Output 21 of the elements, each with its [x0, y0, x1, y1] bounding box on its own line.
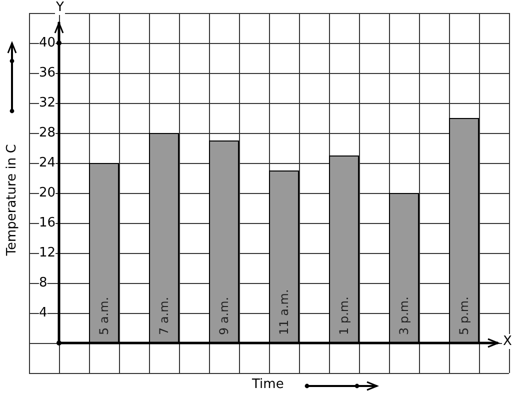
x-axis-title: Time — [252, 377, 284, 392]
x-tick-label: 7 a.m. — [157, 296, 171, 335]
y-tick-label: 4 — [39, 306, 48, 320]
y-tick-label: 16 — [39, 216, 56, 230]
y-tick-label: 36 — [39, 66, 56, 80]
x-tick-label: 9 a.m. — [217, 296, 231, 335]
x-tick-label: 5 a.m. — [97, 296, 111, 335]
annotation: X — [502, 334, 513, 349]
y-tick-label: 24 — [39, 156, 56, 170]
y-axis-title: Temperature in C — [4, 144, 20, 256]
y-tick-label: 12 — [39, 246, 56, 260]
x-tick-label: 5 p.m. — [457, 296, 471, 335]
x-tick-label: 3 p.m. — [397, 296, 411, 335]
annotation: Y — [55, 0, 65, 15]
y-tick-label: 40 — [39, 36, 56, 50]
x-tick-label: 1 p.m. — [337, 296, 351, 335]
x-tick-label: 11 a.m. — [277, 289, 291, 335]
y-tick-label: 8 — [39, 276, 48, 290]
y-tick-label: 32 — [39, 96, 56, 110]
y-tick-label: 20 — [39, 186, 56, 200]
y-tick-label: 28 — [39, 126, 56, 140]
